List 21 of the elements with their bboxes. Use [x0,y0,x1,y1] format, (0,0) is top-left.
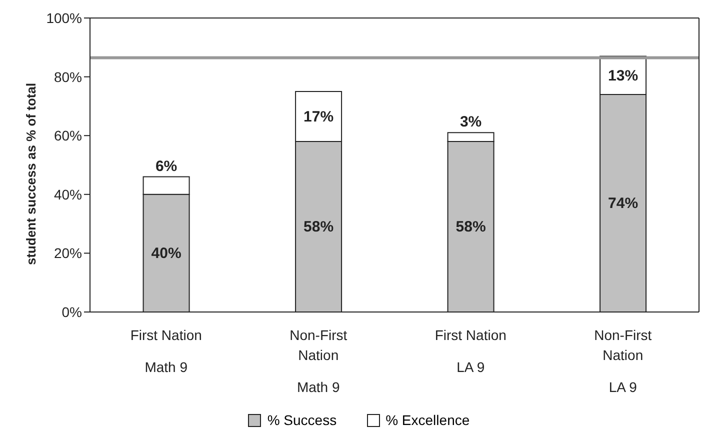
x-tick-label: First Nation LA 9 [434,327,506,375]
y-tick-label: 40% [54,186,82,202]
x-tick-label: Non-First Nation LA 9 [594,327,652,395]
legend-label: % Success [266,412,337,428]
data-label: 58% [304,218,334,236]
data-label: 6% [155,158,178,175]
y-tick-label: 60% [54,128,82,144]
data-label: 3% [460,114,482,131]
data-label: 17% [304,108,334,126]
y-tick-label: 20% [54,245,82,262]
x-tick-label: Non-First Nation Math 9 [290,327,348,395]
y-axis-title: student success as % of total [24,82,39,265]
data-label: 13% [608,67,638,84]
data-label: 58% [456,218,486,236]
y-tick-label: 80% [54,68,82,85]
data-label: 74% [608,195,638,212]
y-tick-label: 0% [62,304,82,320]
y-tick-label: 100% [46,10,82,26]
legend-label: % Excellence [384,412,470,428]
data-label: 40% [151,245,182,262]
x-tick-label: First Nation Math 9 [130,327,202,375]
